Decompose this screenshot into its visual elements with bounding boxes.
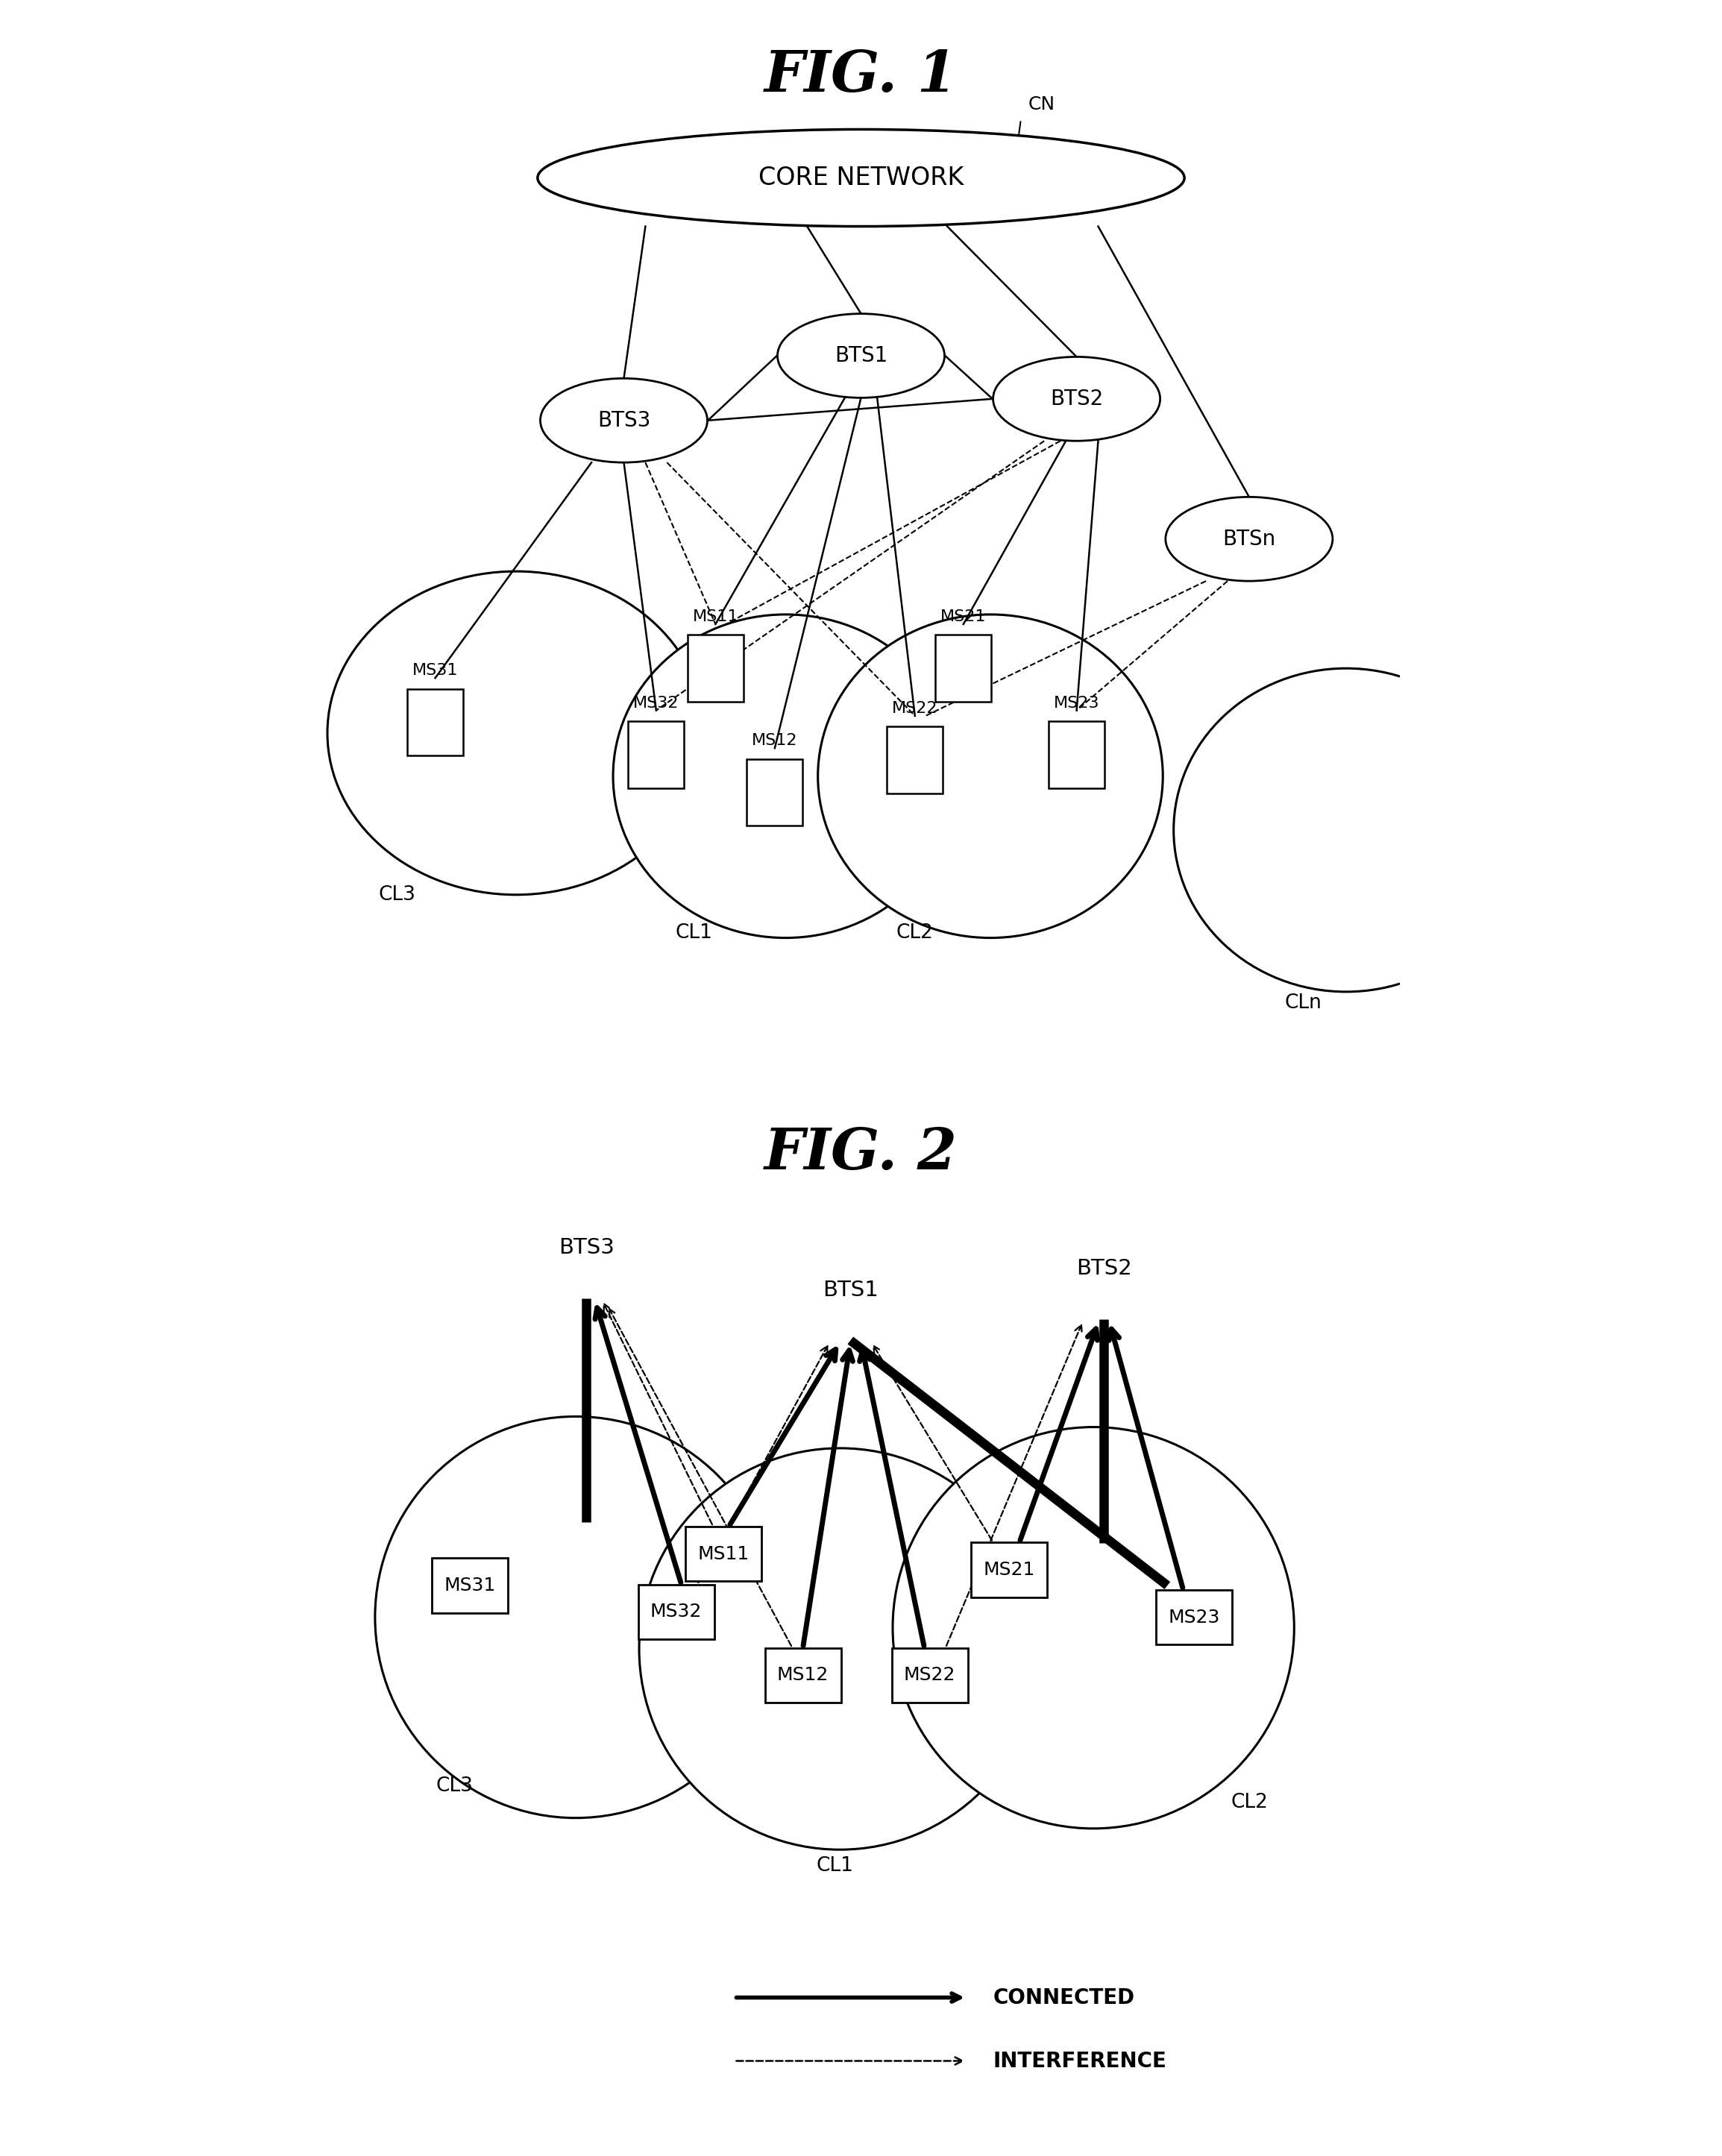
Bar [432, 1559, 508, 1613]
Text: BTS1: BTS1 [835, 345, 887, 367]
Text: BTS2: BTS2 [1076, 1259, 1131, 1279]
Bar [1049, 720, 1104, 787]
Text: CL2: CL2 [1231, 1792, 1267, 1811]
Text: CL3: CL3 [379, 886, 417, 906]
Ellipse shape [613, 614, 957, 938]
Bar [685, 1526, 761, 1580]
Circle shape [375, 1416, 777, 1818]
Text: MS22: MS22 [904, 1667, 956, 1684]
Ellipse shape [818, 614, 1162, 938]
Text: CL3: CL3 [436, 1777, 474, 1796]
Text: BTS3: BTS3 [558, 1238, 615, 1257]
Text: BTS2: BTS2 [1050, 388, 1104, 410]
Bar [887, 727, 944, 793]
Ellipse shape [994, 356, 1161, 440]
Text: FIG. 1: FIG. 1 [765, 47, 957, 103]
Text: CLn: CLn [1285, 994, 1321, 1013]
Bar [935, 634, 992, 703]
Text: CONNECTED: CONNECTED [994, 1988, 1135, 2007]
Bar [747, 759, 802, 826]
Text: BTS3: BTS3 [598, 410, 651, 431]
Text: MS31: MS31 [444, 1576, 496, 1595]
Bar [971, 1542, 1047, 1598]
Circle shape [639, 1449, 1040, 1850]
Text: CL1: CL1 [816, 1856, 852, 1876]
Text: MS21: MS21 [983, 1561, 1035, 1578]
Text: MS23: MS23 [1168, 1608, 1219, 1626]
Text: FIG. 2: FIG. 2 [765, 1125, 957, 1181]
Ellipse shape [537, 129, 1185, 226]
Text: MS12: MS12 [753, 733, 797, 748]
Ellipse shape [1166, 498, 1333, 580]
Text: INTERFERENCE: INTERFERENCE [994, 2050, 1168, 2072]
Text: CL1: CL1 [675, 923, 713, 942]
Bar [687, 634, 744, 703]
Text: MS11: MS11 [692, 610, 739, 625]
Text: BTS1: BTS1 [823, 1279, 878, 1300]
Ellipse shape [327, 571, 704, 895]
Circle shape [892, 1427, 1295, 1828]
Text: MS31: MS31 [412, 664, 458, 677]
Bar [765, 1647, 840, 1703]
Text: MS32: MS32 [651, 1602, 703, 1621]
Bar [1155, 1589, 1231, 1645]
Ellipse shape [777, 313, 945, 397]
Text: CL2: CL2 [897, 923, 933, 942]
Text: MS11: MS11 [697, 1546, 749, 1563]
Text: CN: CN [1028, 95, 1056, 112]
Ellipse shape [541, 379, 708, 461]
Text: BTSn: BTSn [1223, 528, 1276, 550]
Bar [892, 1647, 968, 1703]
Bar [639, 1585, 715, 1639]
Text: MS23: MS23 [1054, 696, 1100, 709]
Ellipse shape [1174, 668, 1519, 992]
Text: CORE NETWORK: CORE NETWORK [758, 166, 964, 190]
Text: MS12: MS12 [777, 1667, 828, 1684]
Text: MS21: MS21 [940, 610, 987, 625]
Bar [629, 720, 684, 787]
Text: MS22: MS22 [892, 701, 938, 716]
Text: MS32: MS32 [634, 696, 678, 709]
Bar [406, 688, 463, 755]
